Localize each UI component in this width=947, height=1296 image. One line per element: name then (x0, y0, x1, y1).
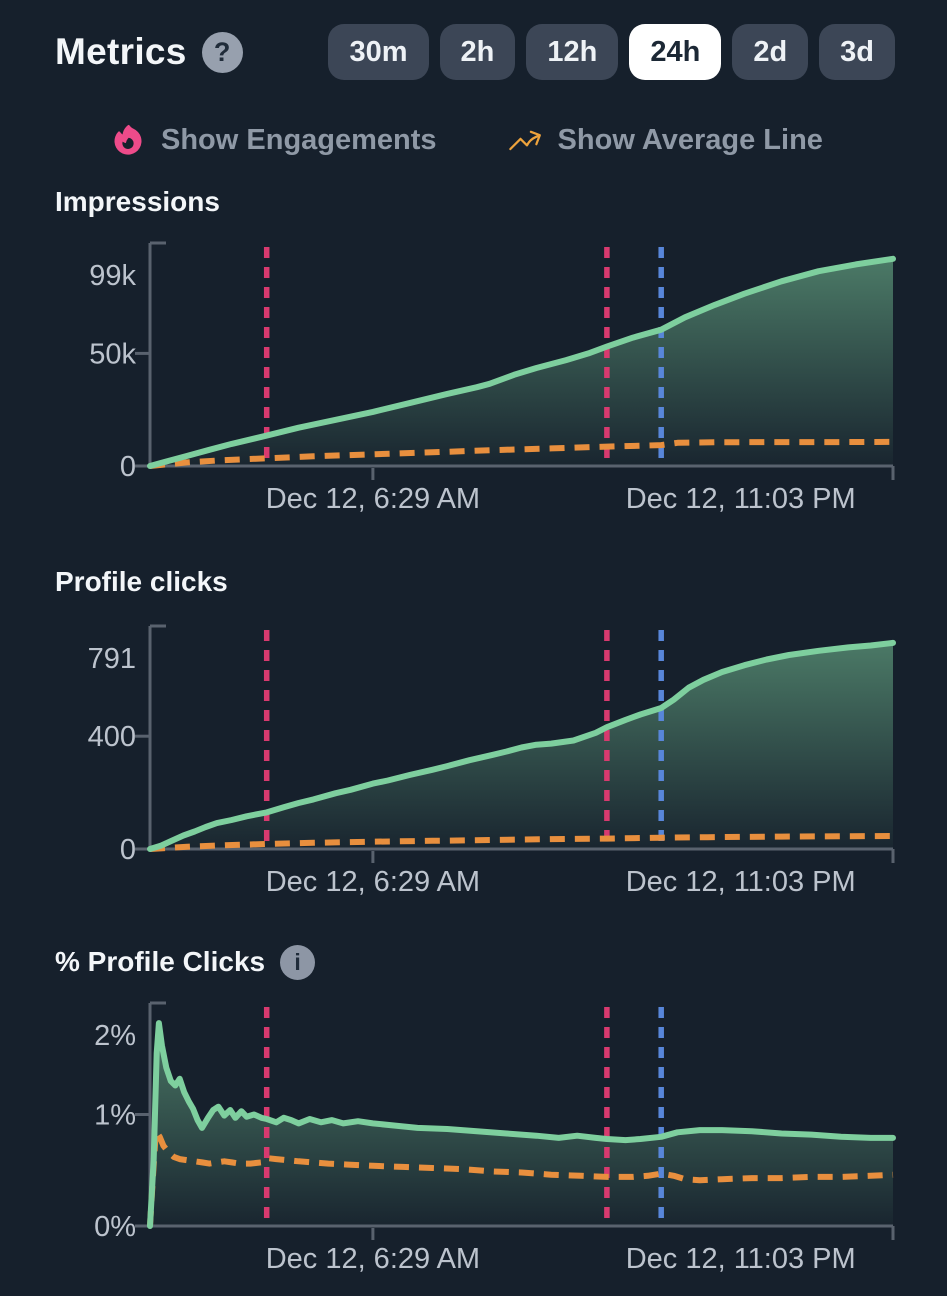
main-line (147, 255, 896, 469)
page-title: Metrics (55, 31, 187, 72)
trending-up-icon (507, 122, 543, 158)
toggle-label: Show Engagements (161, 123, 437, 156)
metrics-header: Metrics ? 30m 2h 12h 24h 2d 3d (55, 24, 895, 80)
y-tick-label: 0 (120, 834, 136, 866)
x-tick-label: Dec 12, 6:29 AM (266, 1243, 480, 1275)
impressions-chart[interactable]: 99k 50k 0 Dec 12, 6:29 AM Dec 12, 11:03 PM (0, 233, 947, 523)
x-tick-label: Dec 12, 11:03 PM (626, 1243, 856, 1275)
chart-toggles: Show Engagements Show Average Line (110, 122, 823, 158)
range-button-3d[interactable]: 3d (819, 24, 895, 80)
x-tick-label: Dec 12, 11:03 PM (626, 483, 856, 515)
help-icon[interactable]: ? (201, 31, 243, 73)
time-range-group: 30m 2h 12h 24h 2d 3d (328, 24, 895, 80)
range-button-12h[interactable]: 12h (526, 24, 619, 80)
info-icon[interactable]: i (280, 944, 316, 980)
main-line (147, 1020, 896, 1229)
toggle-show-engagements[interactable]: Show Engagements (110, 122, 437, 158)
y-tick-label: 400 (88, 721, 136, 753)
x-tick-label: Dec 12, 6:29 AM (266, 866, 480, 898)
pct-profile-clicks-title: % Profile Clicks i (55, 944, 316, 980)
flame-icon (110, 122, 146, 158)
range-button-2h[interactable]: 2h (439, 24, 516, 80)
y-tick-label: 0 (120, 451, 136, 483)
average-line (147, 1128, 894, 1227)
y-tick-label: 2% (94, 1020, 136, 1052)
x-tick-label: Dec 12, 6:29 AM (266, 483, 480, 515)
toggle-show-average-line[interactable]: Show Average Line (507, 122, 823, 158)
impressions-title: Impressions (55, 184, 220, 220)
y-tick-label: 791 (88, 643, 136, 675)
y-tick-label: 99k (89, 260, 136, 292)
area-fill (150, 642, 893, 849)
chart-title-text: % Profile Clicks (55, 946, 266, 977)
y-tick-label: 1% (94, 1100, 136, 1132)
average-line (149, 833, 894, 852)
y-tick-label: 0% (94, 1211, 136, 1243)
profile-clicks-title: Profile clicks (55, 564, 228, 600)
area-fill (150, 1023, 893, 1226)
y-tick-label: 50k (89, 338, 136, 370)
range-button-2d[interactable]: 2d (732, 24, 809, 80)
main-line (147, 639, 896, 852)
chart-title-text: Profile clicks (55, 566, 228, 597)
chart-title-text: Impressions (55, 186, 220, 217)
range-button-24h[interactable]: 24h (629, 24, 722, 80)
profile-clicks-chart[interactable]: 791 400 0 Dec 12, 6:29 AM Dec 12, 11:03 PM (0, 616, 947, 906)
x-tick-label: Dec 12, 11:03 PM (626, 866, 856, 898)
toggle-label: Show Average Line (557, 123, 823, 156)
range-button-30m[interactable]: 30m (328, 24, 429, 80)
pct-profile-clicks-chart[interactable]: 2% 1% 0% Dec 12, 6:29 AM Dec 12, 11:03 PM (0, 993, 947, 1283)
average-line (149, 438, 894, 469)
